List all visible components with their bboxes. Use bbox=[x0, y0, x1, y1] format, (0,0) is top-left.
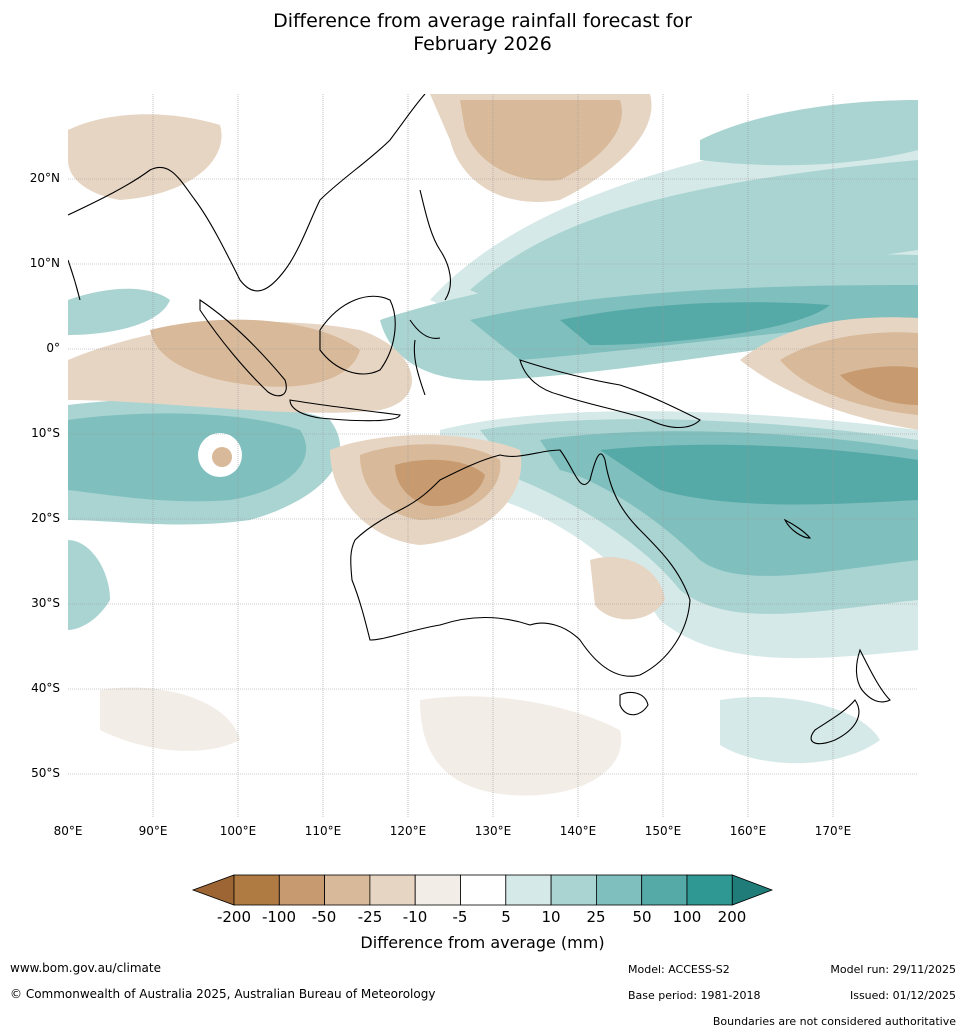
lat-label-30s: 30°S bbox=[31, 596, 60, 610]
lat-label-20n: 20°N bbox=[29, 171, 60, 185]
india-coast bbox=[68, 259, 81, 301]
new-zealand-north-coast bbox=[855, 648, 891, 703]
colorbar-label: -5 bbox=[452, 908, 468, 926]
lon-label-80e: 80°E bbox=[53, 824, 83, 838]
colorbar-swatch bbox=[550, 874, 597, 906]
boundaries-disclaimer: Boundaries are not considered authoritat… bbox=[712, 1015, 956, 1028]
lon-label-120e: 120°E bbox=[389, 824, 427, 838]
lon-label-90e: 90°E bbox=[138, 824, 168, 838]
lon-label-100e: 100°E bbox=[219, 824, 257, 838]
issued-date: Issued: 01/12/2025 bbox=[849, 989, 956, 1002]
colorbar-swatch bbox=[369, 874, 416, 906]
colorbar-label: 50 bbox=[632, 908, 652, 926]
colorbar bbox=[191, 874, 774, 906]
colorbar-label: -100 bbox=[261, 908, 297, 926]
borneo-coast bbox=[319, 295, 396, 375]
colorbar-swatch bbox=[596, 874, 643, 906]
philippines-coast bbox=[419, 189, 451, 301]
colorbar-label: 25 bbox=[586, 908, 606, 926]
colorbar-swatch bbox=[324, 874, 371, 906]
colorbar-label: 10 bbox=[541, 908, 561, 926]
lat-label-10s: 10°S bbox=[31, 426, 60, 440]
model-run-date: Model run: 29/11/2025 bbox=[830, 963, 956, 976]
coastlines bbox=[68, 94, 891, 745]
map-gridlines bbox=[68, 94, 918, 817]
website-link[interactable]: www.bom.gov.au/climate bbox=[10, 961, 161, 975]
lat-label-40s: 40°S bbox=[31, 681, 60, 695]
colorbar-label: 5 bbox=[501, 908, 511, 926]
lat-label-20s: 20°S bbox=[31, 511, 60, 525]
colorbar-swatch bbox=[233, 874, 280, 906]
map-title: Difference from average rainfall forecas… bbox=[0, 10, 965, 56]
lat-label-10n: 10°N bbox=[29, 256, 60, 270]
lat-label-50s: 50°S bbox=[31, 766, 60, 780]
colorbar-label: 200 bbox=[717, 908, 747, 926]
lon-label-170e: 170°E bbox=[814, 824, 852, 838]
colorbar-swatch bbox=[414, 874, 461, 906]
lat-label-0: 0° bbox=[46, 341, 60, 355]
copyright-text: © Commonwealth of Australia 2025, Austra… bbox=[10, 987, 436, 1001]
title-line-1: Difference from average rainfall forecas… bbox=[273, 10, 692, 32]
colorbar-title: Difference from average (mm) bbox=[360, 933, 605, 952]
colorbar-label: -10 bbox=[402, 908, 428, 926]
colorbar-swatch bbox=[278, 874, 325, 906]
java-coast bbox=[289, 399, 401, 422]
sumatra-coast bbox=[199, 298, 287, 397]
model-name: Model: ACCESS-S2 bbox=[628, 963, 730, 976]
asia-mainland-coast bbox=[68, 94, 426, 292]
base-period: Base period: 1981-2018 bbox=[628, 989, 761, 1002]
australia-coast bbox=[350, 449, 691, 677]
sulawesi-coast bbox=[409, 319, 441, 396]
colorbar-label: -50 bbox=[311, 908, 337, 926]
colorbar-swatch bbox=[641, 874, 688, 906]
new-guinea-coast bbox=[519, 359, 701, 429]
colorbar-swatch bbox=[460, 874, 507, 906]
lon-label-130e: 130°E bbox=[474, 824, 512, 838]
lon-label-150e: 150°E bbox=[644, 824, 682, 838]
colorbar-swatch bbox=[505, 874, 552, 906]
colorbar-label: 100 bbox=[672, 908, 702, 926]
colorbar-label: -25 bbox=[357, 908, 383, 926]
lon-label-160e: 160°E bbox=[729, 824, 767, 838]
tasmania-coast bbox=[619, 691, 649, 716]
colorbar-swatch bbox=[686, 874, 733, 906]
colorbar-extension-low bbox=[191, 874, 235, 906]
lon-label-110e: 110°E bbox=[304, 824, 342, 838]
new-zealand-south-coast bbox=[810, 699, 860, 745]
new-caledonia-coast bbox=[783, 518, 812, 539]
lon-label-140e: 140°E bbox=[559, 824, 597, 838]
colorbar-label: -200 bbox=[216, 908, 252, 926]
colorbar-extension-high bbox=[731, 874, 774, 906]
title-line-2: February 2026 bbox=[413, 33, 552, 55]
